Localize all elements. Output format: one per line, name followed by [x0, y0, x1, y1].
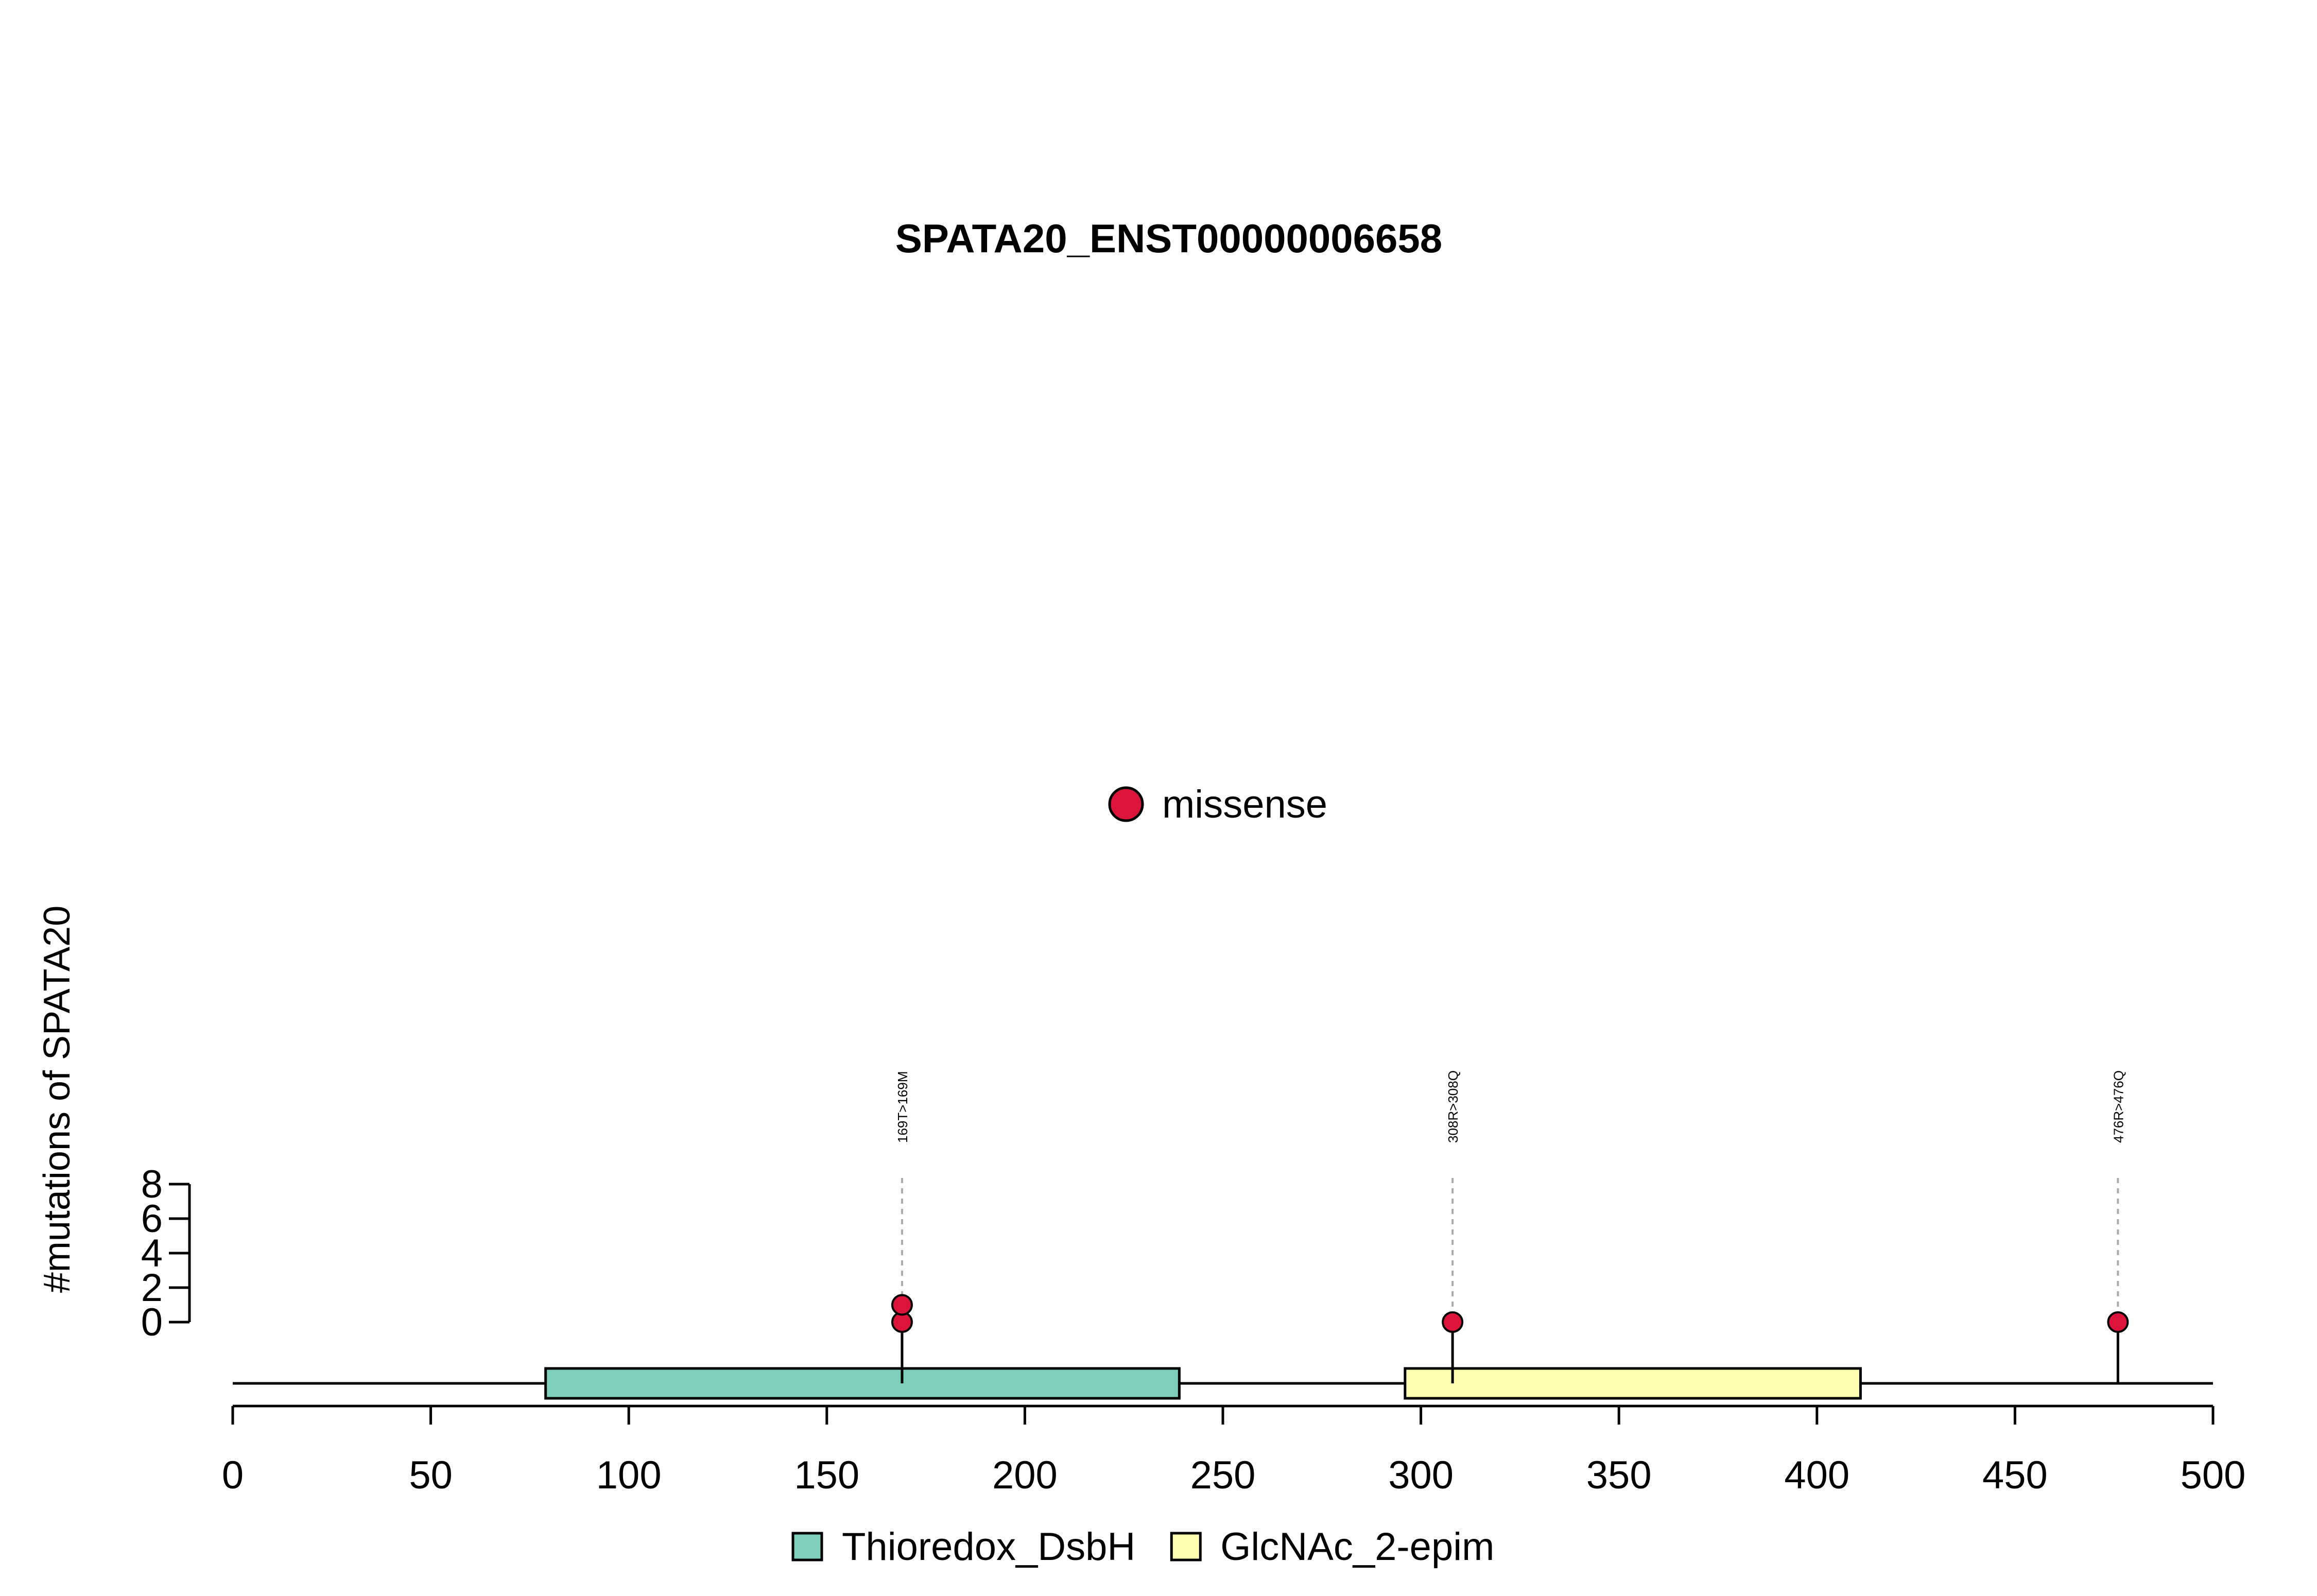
x-axis: 0 50 100 150 200 250 300 350 400 450 500	[222, 1404, 2246, 1497]
x-tick-label: 400	[1784, 1453, 1849, 1497]
x-tick-label: 0	[222, 1453, 244, 1497]
legend-label: missense	[1162, 783, 1327, 826]
x-tick-label: 200	[992, 1453, 1058, 1497]
mutation-label: 476R>476Q	[2111, 1070, 2126, 1143]
domain-legend-swatch	[791, 1532, 823, 1562]
mutation-label: 169T>169M	[895, 1071, 910, 1143]
x-tick-label: 350	[1586, 1453, 1652, 1497]
x-tick-label: 500	[2181, 1453, 2246, 1497]
x-tick-label: 100	[596, 1453, 662, 1497]
y-tick-label: 2	[141, 1266, 163, 1310]
mutation-dot	[1442, 1311, 1464, 1333]
domain-box	[544, 1367, 1181, 1400]
domain-box	[1404, 1367, 1862, 1400]
x-tick-label: 150	[794, 1453, 859, 1497]
x-tick-label: 300	[1388, 1453, 1454, 1497]
x-tick-label: 50	[409, 1453, 453, 1497]
mutation-label: 308R>308Q	[1445, 1070, 1461, 1143]
legend-dot-icon	[1108, 786, 1144, 822]
y-axis-label: #mutations of SPATA20	[37, 906, 78, 1293]
y-tick-label: 8	[141, 1163, 163, 1206]
chart-title: SPATA20_ENST00000006658	[895, 216, 1442, 261]
x-tick-label: 450	[1982, 1453, 2048, 1497]
mutation-dot	[891, 1294, 913, 1316]
domains	[544, 1367, 1862, 1400]
lollipops: 169T>169M 308R>308Q 476R>476Q	[891, 1070, 2129, 1383]
domain-legend-label: GlcNAc_2-epim	[1220, 1525, 1494, 1569]
domain-legend: Thioredox_DsbH GlcNAc_2-epim	[791, 1525, 1494, 1569]
domain-legend-swatch	[1170, 1532, 1202, 1562]
domain-legend-label: Thioredox_DsbH	[842, 1525, 1135, 1569]
y-tick-label: 0	[141, 1300, 163, 1344]
mutation-legend: missense	[1108, 783, 1327, 826]
y-tick-label: 4	[141, 1231, 163, 1275]
mutation-dot	[2107, 1311, 2129, 1333]
y-tick-label: 6	[141, 1197, 163, 1241]
x-tick-label: 250	[1190, 1453, 1256, 1497]
